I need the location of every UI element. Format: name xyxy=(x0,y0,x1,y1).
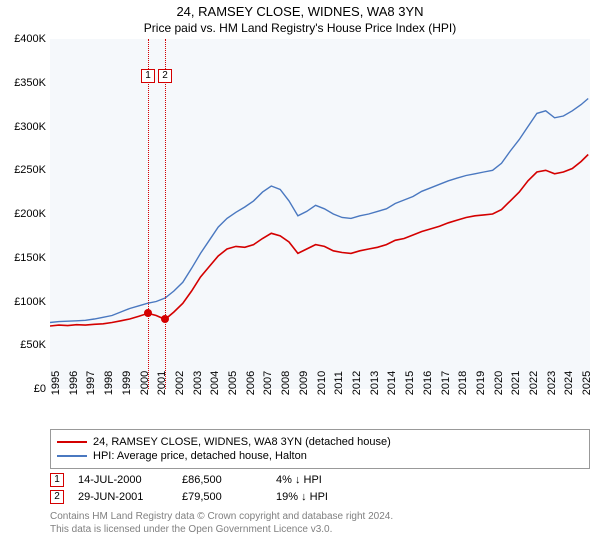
sale-diff: 19% ↓ HPI xyxy=(276,491,376,503)
legend-item: 24, RAMSEY CLOSE, WIDNES, WA8 3YN (detac… xyxy=(57,436,583,448)
sale-row: 1 14-JUL-2000 £86,500 4% ↓ HPI xyxy=(50,473,600,487)
legend-item: HPI: Average price, detached house, Halt… xyxy=(57,450,583,462)
sale-marker-dot xyxy=(161,315,169,323)
sales-table: 1 14-JUL-2000 £86,500 4% ↓ HPI 2 29-JUN-2001 £… xyxy=(0,473,600,504)
sale-price: £79,500 xyxy=(182,491,262,503)
chart-title: 24, RAMSEY CLOSE, WIDNES, WA8 3YN xyxy=(0,0,600,19)
legend-label: HPI: Average price, detached house, Halt… xyxy=(93,450,307,462)
legend-swatch xyxy=(57,441,87,443)
y-tick-label: £200K xyxy=(0,208,46,220)
line-series-svg xyxy=(50,39,590,389)
y-tick-label: £350K xyxy=(0,77,46,89)
legend-box: 24, RAMSEY CLOSE, WIDNES, WA8 3YN (detac… xyxy=(50,429,590,469)
footer-line2: This data is licensed under the Open Gov… xyxy=(50,523,600,536)
footer-attribution: Contains HM Land Registry data © Crown c… xyxy=(50,510,600,536)
sale-marker-box: 1 xyxy=(141,69,155,83)
sale-price: £86,500 xyxy=(182,474,262,486)
y-tick-label: £400K xyxy=(0,33,46,45)
y-tick-label: £150K xyxy=(0,252,46,264)
legend-swatch xyxy=(57,455,87,457)
legend-label: 24, RAMSEY CLOSE, WIDNES, WA8 3YN (detac… xyxy=(93,436,391,448)
y-tick-label: £100K xyxy=(0,296,46,308)
chart-area: £0£50K£100K£150K£200K£250K£300K£350K£400… xyxy=(50,39,590,389)
y-tick-label: £250K xyxy=(0,164,46,176)
y-tick-label: £50K xyxy=(0,339,46,351)
sale-marker-line xyxy=(148,39,149,389)
series-line-0 xyxy=(50,155,588,327)
plot-background: £0£50K£100K£150K£200K£250K£300K£350K£400… xyxy=(50,39,590,389)
sale-row-marker: 2 xyxy=(50,490,64,504)
sale-row: 2 29-JUN-2001 £79,500 19% ↓ HPI xyxy=(50,490,600,504)
sale-marker-line xyxy=(165,39,166,389)
y-tick-label: £0 xyxy=(0,383,46,395)
sale-row-marker: 1 xyxy=(50,473,64,487)
sale-marker-dot xyxy=(144,309,152,317)
series-line-1 xyxy=(50,99,588,323)
sale-diff: 4% ↓ HPI xyxy=(276,474,376,486)
sale-marker-box: 2 xyxy=(158,69,172,83)
sale-date: 14-JUL-2000 xyxy=(78,474,168,486)
footer-line1: Contains HM Land Registry data © Crown c… xyxy=(50,510,600,523)
sale-date: 29-JUN-2001 xyxy=(78,491,168,503)
chart-subtitle: Price paid vs. HM Land Registry's House … xyxy=(0,19,600,39)
y-tick-label: £300K xyxy=(0,121,46,133)
